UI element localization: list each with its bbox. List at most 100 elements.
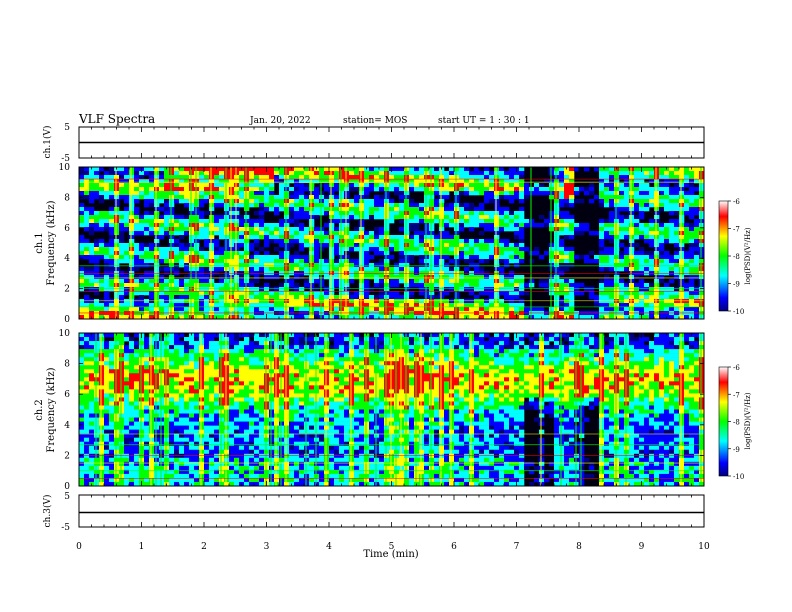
- spectrogram-cell: [139, 219, 145, 224]
- spectrogram-cell: [189, 215, 195, 220]
- spectrogram-cell: [574, 223, 580, 228]
- spectrogram-cell: [79, 389, 85, 394]
- spectrogram-cell: [94, 187, 100, 192]
- spectrogram-cell: [644, 227, 650, 232]
- spectrogram-cell: [609, 171, 615, 176]
- spectrogram-cell: [359, 259, 365, 264]
- spectrogram-cell: [199, 259, 205, 264]
- spectrogram-cell: [124, 373, 130, 378]
- spectrogram-cell: [229, 171, 235, 176]
- spectrogram-cell: [239, 215, 245, 220]
- spectrogram-cell: [474, 315, 480, 319]
- spectrogram-cell: [314, 259, 320, 264]
- spectrogram-cell: [504, 195, 510, 200]
- spectrogram-cell: [99, 337, 105, 342]
- spectrogram-cell: [414, 251, 420, 256]
- spectrogram-cell: [509, 187, 515, 192]
- spectrogram-cell: [279, 307, 285, 312]
- spectrogram-cell: [694, 307, 700, 312]
- spectrogram-cell: [514, 187, 520, 192]
- spectrogram-cell: [609, 203, 615, 208]
- spectrogram-cell: [279, 287, 285, 292]
- spectrogram-cell: [444, 183, 450, 188]
- spectrogram-cell: [684, 307, 690, 312]
- spectrogram-cell: [549, 191, 555, 196]
- spectrogram-cell: [104, 291, 110, 296]
- spectrogram-cell: [109, 413, 115, 418]
- spectrogram-cell: [159, 473, 165, 479]
- spectrogram-cell: [194, 255, 200, 260]
- spectrogram-cell: [649, 187, 655, 192]
- spectrogram-cell: [384, 231, 390, 236]
- spectrogram-cell: [374, 167, 380, 172]
- spectrogram-cell: [169, 421, 175, 426]
- spectrogram-cell: [89, 365, 95, 370]
- spectrogram-cell: [539, 187, 545, 192]
- spectrogram-cell: [114, 449, 120, 455]
- spectrogram-cell: [399, 183, 405, 188]
- spectrogram-cell: [244, 243, 250, 248]
- spectrogram-cell: [109, 357, 115, 362]
- spectrogram-cell: [434, 207, 440, 212]
- spectrogram-cell: [644, 223, 650, 228]
- spectrogram-cell: [284, 207, 290, 212]
- spectrogram-cell: [669, 267, 675, 272]
- spectrogram-cell: [144, 385, 150, 390]
- spectrogram-cell: [89, 361, 95, 366]
- spectrogram-cell: [619, 195, 625, 200]
- spectrogram-cell: [374, 283, 380, 288]
- spectrogram-cell: [519, 179, 525, 184]
- spectrogram-cell: [289, 227, 295, 232]
- spectrogram-cell: [114, 421, 120, 426]
- spectrogram-cell: [379, 171, 385, 176]
- spectrogram-cell: [429, 195, 435, 200]
- spectrogram-cell: [84, 187, 90, 192]
- spectrogram-cell: [109, 433, 115, 438]
- spectrogram-cell: [639, 179, 645, 184]
- spectrogram-cell: [624, 171, 630, 176]
- spectrogram-cell: [94, 345, 100, 350]
- spectrogram-cell: [234, 267, 240, 272]
- spectrogram-cell: [319, 267, 325, 272]
- spectrogram-cell: [504, 191, 510, 196]
- spectrogram-cell: [404, 243, 410, 248]
- spectrogram-cell: [159, 481, 165, 486]
- spectrogram-cell: [154, 437, 160, 443]
- spectrogram-cell: [564, 227, 570, 232]
- spectrogram-cell: [249, 283, 255, 288]
- spectrogram-cell: [119, 345, 125, 350]
- spectrogram-cell: [124, 401, 130, 406]
- spectrogram-cell: [134, 481, 140, 486]
- spectrogram-cell: [209, 203, 215, 208]
- spectrogram-cell: [79, 171, 85, 176]
- spectrogram-cell: [164, 393, 170, 398]
- spectrogram-cell: [384, 287, 390, 292]
- spectrogram-cell: [514, 231, 520, 236]
- spectrogram-cell: [179, 167, 185, 172]
- spectrogram-cell: [309, 207, 315, 212]
- spectrogram-cell: [634, 223, 640, 228]
- spectrogram-cell: [184, 175, 190, 180]
- spectrogram-cell: [419, 187, 425, 192]
- spectrogram-cell: [89, 437, 95, 443]
- spectrogram-cell: [159, 349, 165, 354]
- spectrogram-cell: [84, 207, 90, 212]
- spectrogram-cell: [144, 303, 150, 308]
- spectrogram-cell: [644, 239, 650, 244]
- spectrogram-cell: [404, 279, 410, 284]
- spectrogram-cell: [99, 243, 105, 248]
- spectrogram-cell: [139, 307, 145, 312]
- spectrogram-cell: [329, 207, 335, 212]
- spectrogram-cell: [254, 303, 260, 308]
- spectrogram-cell: [664, 171, 670, 176]
- spectrogram-cell: [324, 179, 330, 184]
- spectrogram-cell: [279, 171, 285, 176]
- spectrogram-cell: [324, 223, 330, 228]
- spectrogram-cell: [684, 295, 690, 300]
- spectrogram-cell: [634, 291, 640, 296]
- spectrogram-cell: [104, 437, 110, 443]
- spectrogram-cell: [149, 183, 155, 188]
- spectrogram-cell: [609, 315, 615, 319]
- spectrogram-cell: [439, 243, 445, 248]
- spectrogram-cell: [279, 235, 285, 240]
